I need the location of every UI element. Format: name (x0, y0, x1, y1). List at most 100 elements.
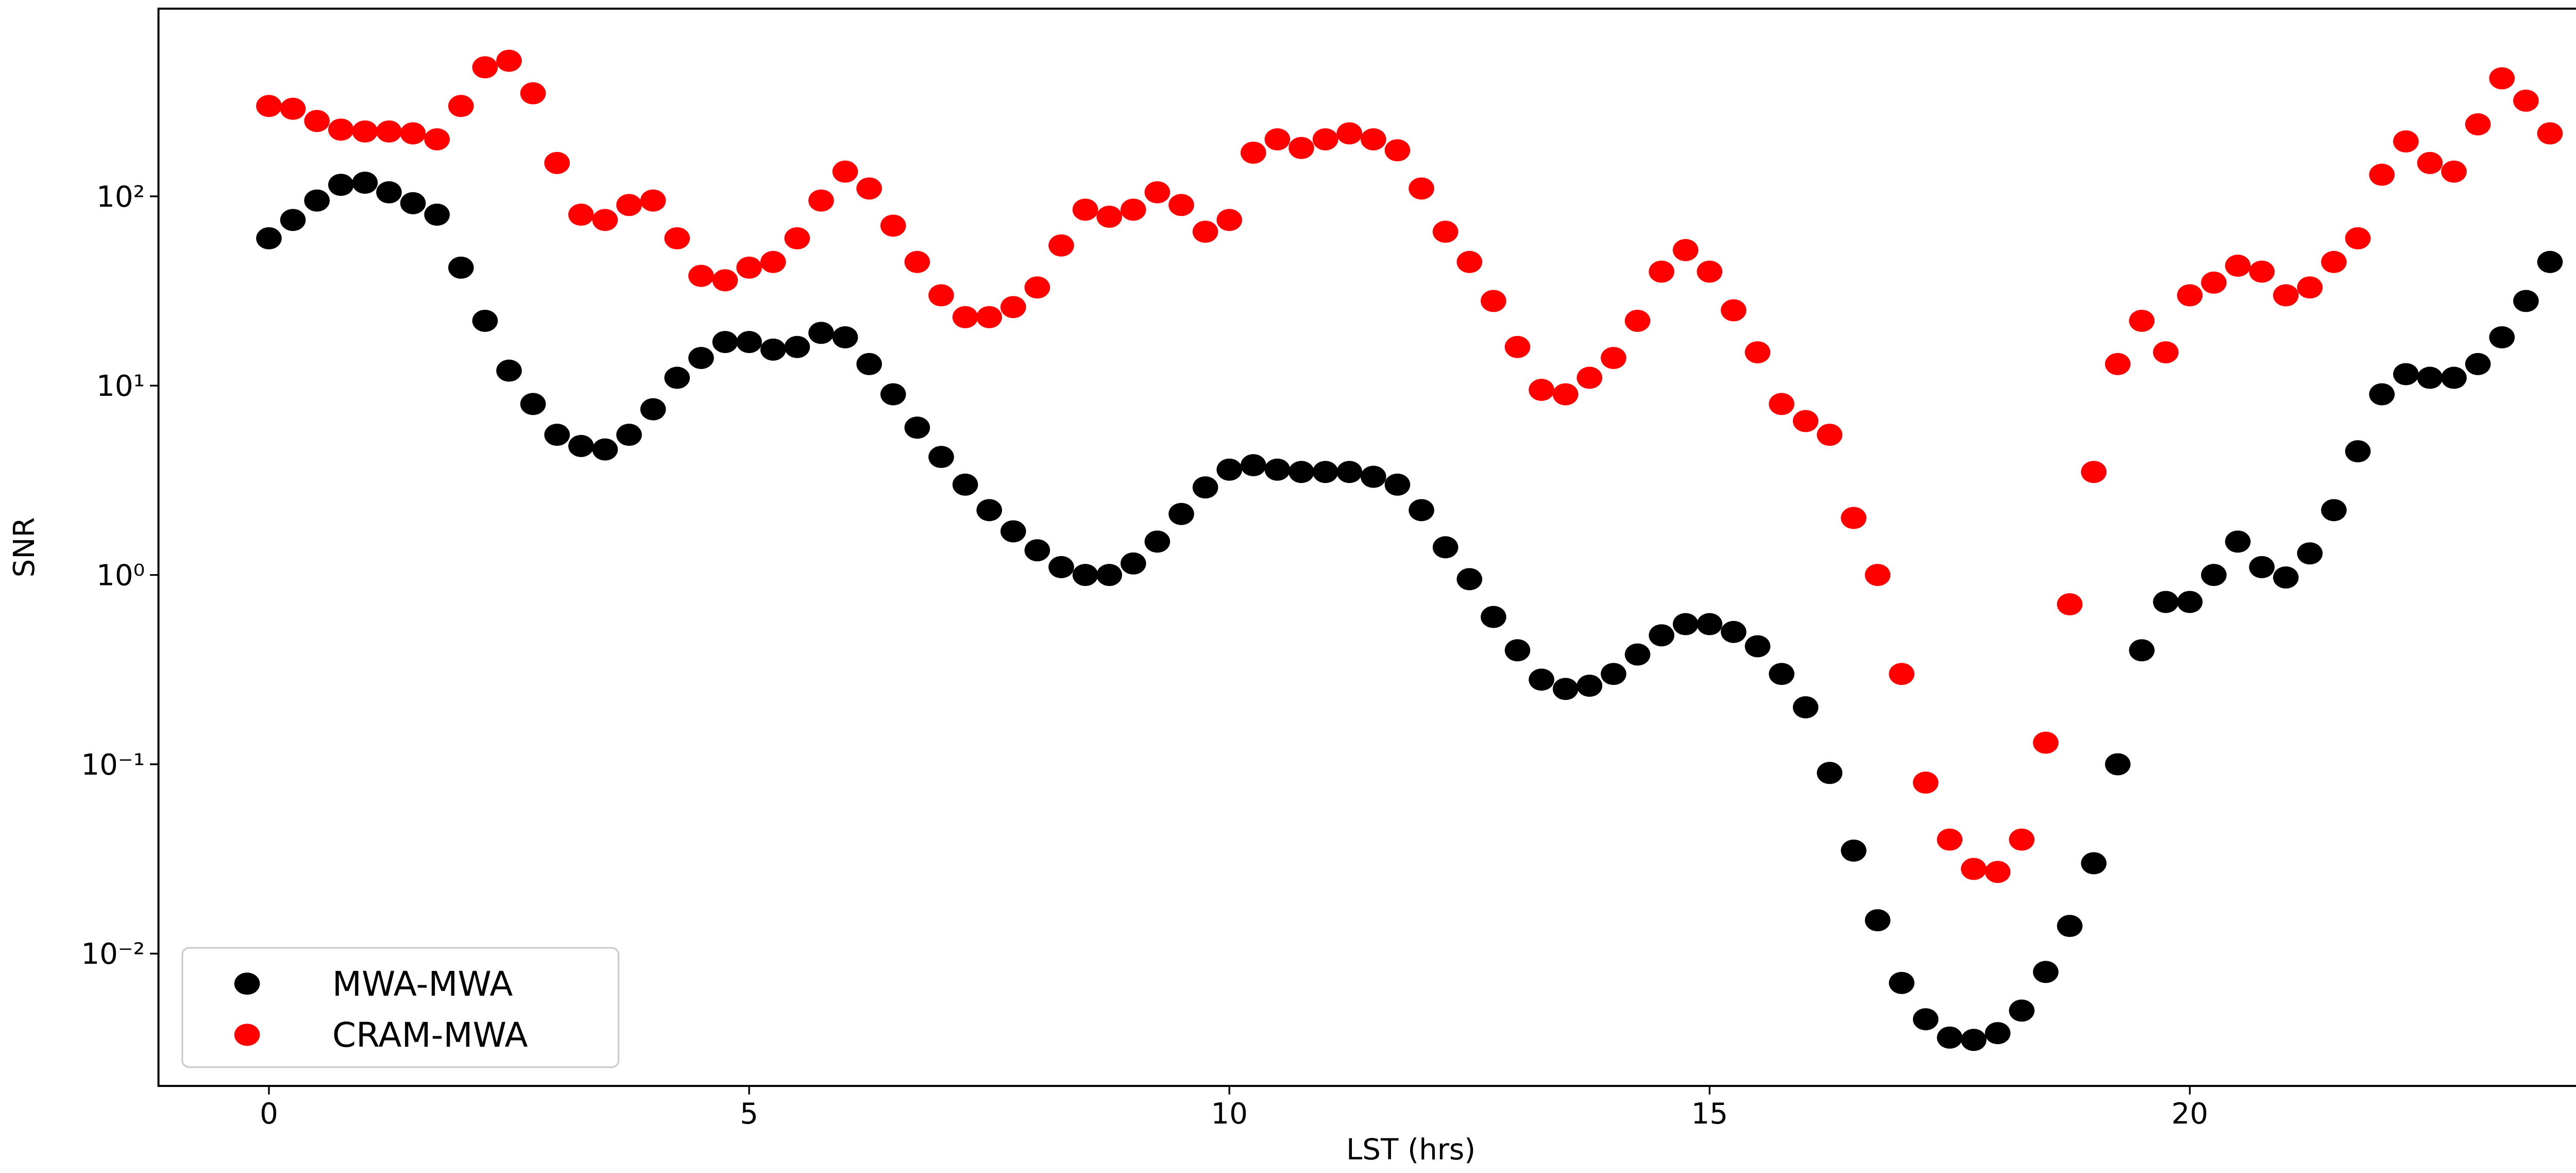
data-point (1961, 858, 1987, 880)
data-point (1048, 556, 1074, 578)
data-point (1240, 454, 1266, 477)
data-point (1697, 613, 1723, 635)
data-point (1697, 260, 1723, 283)
data-point (1624, 643, 1651, 666)
data-point (592, 438, 618, 461)
legend-box (181, 947, 620, 1068)
data-point (2009, 828, 2035, 851)
data-point (1649, 260, 1674, 283)
data-point (1264, 128, 1291, 150)
data-point (2321, 250, 2347, 273)
data-point (1096, 564, 1122, 586)
data-point (2032, 731, 2059, 754)
data-point (1985, 1022, 2011, 1045)
data-point (640, 398, 666, 421)
x-tick-label: 10 (1211, 1097, 1248, 1131)
data-point (1096, 206, 1122, 228)
data-point (856, 177, 882, 200)
data-point (2537, 122, 2563, 145)
data-point (1624, 309, 1651, 332)
data-point (1529, 668, 1554, 691)
data-point (1384, 139, 1411, 162)
data-point (2465, 113, 2491, 136)
data-point (352, 120, 378, 143)
data-point (1456, 568, 1483, 591)
data-point (2153, 591, 2179, 613)
data-point (472, 56, 498, 79)
data-point (1889, 971, 1914, 994)
data-point (1792, 410, 1819, 432)
data-point (1024, 276, 1050, 299)
data-point (2105, 353, 2131, 375)
data-point (1601, 663, 1626, 685)
data-point (760, 250, 786, 273)
data-point (1336, 461, 1363, 483)
data-point (1240, 141, 1266, 164)
data-point (1481, 290, 1506, 312)
data-point (1817, 424, 1843, 446)
data-point (1432, 221, 1459, 243)
data-point (2225, 255, 2251, 277)
data-point (2297, 542, 2323, 565)
y-axis-label: SNR (8, 517, 41, 578)
data-point (2105, 753, 2131, 776)
data-point (2537, 250, 2563, 273)
y-tick-label: 10¹ (96, 370, 145, 403)
data-point (1841, 839, 1867, 862)
data-point (352, 172, 378, 194)
data-point (256, 95, 282, 118)
data-point (664, 227, 690, 249)
data-point (520, 82, 546, 105)
data-point (1120, 552, 1146, 575)
data-point (1672, 613, 1699, 635)
data-point (2225, 530, 2251, 553)
x-tick-label: 5 (740, 1097, 758, 1131)
data-point (2081, 461, 2107, 483)
data-point (2273, 284, 2299, 307)
data-point (2465, 353, 2491, 375)
data-point (1937, 828, 1963, 851)
data-point (1817, 762, 1843, 784)
data-point (280, 209, 306, 231)
data-point (2129, 639, 2155, 662)
data-point (760, 338, 786, 361)
data-point (1552, 383, 1579, 406)
data-point (1048, 234, 1074, 257)
data-point (616, 424, 642, 446)
data-point (712, 331, 738, 354)
data-point (2393, 363, 2419, 386)
data-point (1577, 366, 1603, 389)
data-point (904, 250, 930, 273)
data-point (1336, 122, 1363, 145)
legend-label: MWA-MWA (332, 964, 513, 1004)
data-point (2249, 260, 2275, 283)
data-point (784, 336, 810, 358)
data-point (1144, 181, 1171, 204)
data-point (1216, 458, 1242, 481)
plot-frame (157, 7, 2576, 1087)
data-point (1456, 250, 1483, 273)
data-point (592, 209, 618, 231)
data-point (376, 120, 402, 143)
data-point (1889, 663, 1914, 685)
data-point (616, 194, 642, 216)
x-tick-label: 20 (2172, 1097, 2209, 1131)
data-point (2297, 276, 2323, 299)
data-point (880, 214, 906, 237)
data-point (1961, 1029, 1987, 1051)
x-tick-label: 0 (260, 1097, 278, 1131)
data-point (832, 326, 858, 348)
data-point (1744, 341, 1771, 364)
data-point (2345, 440, 2371, 463)
data-point (856, 353, 882, 375)
data-point (2393, 130, 2419, 153)
data-point (520, 393, 546, 415)
data-point (1024, 539, 1050, 562)
data-point (2321, 499, 2347, 522)
data-point (1432, 536, 1459, 559)
data-point (2345, 227, 2371, 249)
data-point (1769, 663, 1794, 685)
data-point (304, 110, 330, 132)
data-point (1264, 458, 1291, 481)
